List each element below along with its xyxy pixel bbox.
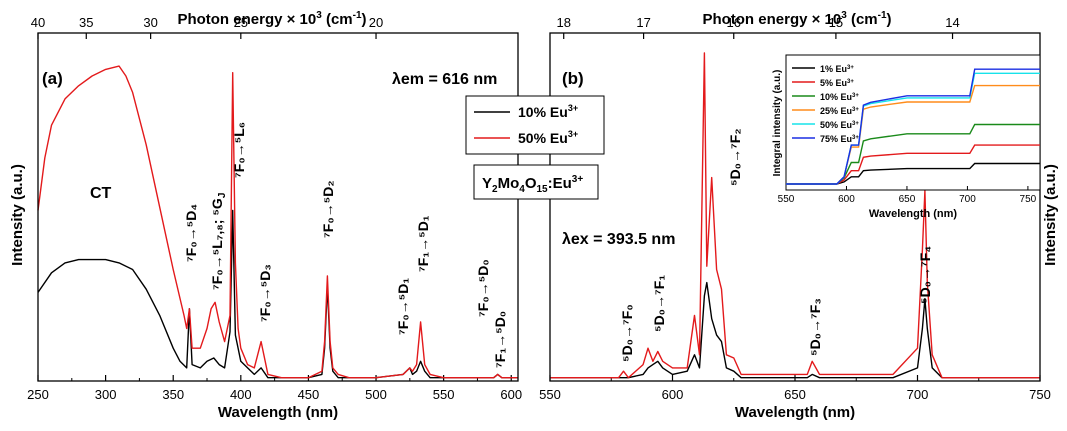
formula-text: Y2Mo4O15:Eu3+ — [482, 174, 583, 195]
top-tick-label: 16 — [727, 15, 741, 30]
top-tick-label: 25 — [234, 15, 248, 30]
x-tick-label: 650 — [784, 387, 806, 402]
x-tick-label: 600 — [500, 387, 522, 402]
inset-x-tick-label: 750 — [1020, 194, 1037, 205]
inset-series-0 — [786, 162, 1040, 185]
panel-a-lambda-em: λem = 616 nm — [392, 71, 497, 88]
inset-y-axis-label: Integral intensity (a.u.) — [772, 70, 783, 177]
inset-legend-label-1: 5% Eu3+ — [820, 78, 854, 88]
top-tick-label: 17 — [636, 15, 650, 30]
series-line-b-1 — [550, 52, 1040, 379]
label-5d0-7f1: ⁵D₀→⁷F₁ — [651, 275, 667, 332]
ct-label: CT — [90, 185, 112, 202]
x-tick-label: 550 — [539, 387, 561, 402]
legend-label-10: 10% Eu3+ — [518, 103, 578, 120]
x-tick-label: 450 — [298, 387, 320, 402]
inset-x-tick-label: 550 — [778, 194, 795, 205]
x-tick-label: 600 — [662, 387, 684, 402]
panel-b-lambda-ex: λex = 393.5 nm — [562, 231, 675, 248]
label-7f0-5l78: ⁷F₀→⁵L₇,₈; ⁵GJ — [209, 193, 228, 290]
legend: 10% Eu3+ 50% Eu3+ — [465, 95, 605, 155]
x-tick-label: 550 — [433, 387, 455, 402]
label-7f0-5d3: ⁷F₀→⁵D₃ — [257, 264, 273, 322]
top-tick-label: 30 — [143, 15, 157, 30]
inset-legend-label-2: 10% Eu3+ — [820, 92, 859, 102]
inset-legend-label-0: 1% Eu3+ — [820, 64, 854, 74]
x-tick-label: 250 — [27, 387, 49, 402]
top-axis-title-b: Photon energy × 103 (cm-1) — [702, 10, 891, 28]
label-7f1-5d0: ⁷F₁→⁵D₀ — [492, 311, 508, 368]
panel-a-annotations: (a) λem = 616 nm CT ⁷F₀→⁵D₄ ⁷F₀→⁵L₇,₈; ⁵… — [42, 69, 508, 368]
inset-frame — [785, 54, 1041, 191]
label-5d0-7f2: ⁵D₀→⁷F₂ — [727, 128, 743, 186]
top-tick-label: 40 — [31, 15, 45, 30]
inset-series-5 — [786, 68, 1040, 185]
y-axis-title-left: Intensity (a.u.) — [9, 164, 26, 266]
x-axis-label-a: Wavelength (nm) — [218, 404, 338, 421]
series-line-a-1 — [37, 65, 518, 379]
plot-frame-b — [549, 32, 1041, 382]
label-7f1-5d1: ⁷F₁→⁵D₁ — [415, 215, 431, 272]
panel-b-annotations: (b) λex = 393.5 nm ⁵D₀→⁷F₀ ⁵D₀→⁷F₁ ⁵D₀→⁷… — [562, 69, 933, 362]
plot-frame-a — [37, 32, 519, 382]
label-7f0-5d1: ⁷F₀→⁵D₁ — [395, 278, 411, 335]
inset-x-tick-label: 600 — [838, 194, 855, 205]
series-line-a-0 — [37, 209, 518, 379]
top-tick-label: 18 — [556, 15, 570, 30]
top-tick-label: 14 — [945, 15, 959, 30]
label-7f0-5d0: ⁷F₀→⁵D₀ — [475, 259, 491, 317]
x-tick-label: 350 — [162, 387, 184, 402]
panel-b: 550 600 650 700 750 18 17 16 15 14 Wavelength (nm) — [539, 15, 1051, 421]
label-7f0-5d2: ⁷F₀→⁵D₂ — [320, 180, 336, 238]
label-5d0-7f4: ⁵D₀→⁷F₄ — [917, 246, 933, 304]
panel-a-label: (a) — [42, 69, 63, 88]
x-tick-label: 400 — [230, 387, 252, 402]
x-axis-label-b: Wavelength (nm) — [735, 404, 855, 421]
top-tick-label: 35 — [79, 15, 93, 30]
label-5d0-7f3: ⁵D₀→⁷F₃ — [807, 298, 823, 356]
inset-legend-label-5: 75% Eu3+ — [820, 134, 859, 144]
inset-x-tick-label: 650 — [899, 194, 916, 205]
top-tick-label: 20 — [369, 15, 383, 30]
inset-x-tick-label: 700 — [959, 194, 976, 205]
top-axis-title-a: Photon energy × 103 (cm-1) — [177, 10, 366, 28]
formula-box: Y2Mo4O15:Eu3+ — [473, 164, 599, 200]
y-axis-title-right: Intensity (a.u.) — [1042, 164, 1059, 266]
x-tick-label: 500 — [365, 387, 387, 402]
label-7f0-5l6: ⁷F₀→⁵L₆ — [231, 122, 247, 178]
panel-b-label: (b) — [562, 69, 584, 88]
series-line-b-0 — [550, 281, 1040, 379]
legend-label-50: 50% Eu3+ — [518, 129, 578, 146]
x-tick-label: 750 — [1029, 387, 1051, 402]
panel-a: 250 300 350 400 450 500 550 600 40 35 30 25 20 Wavele… — [27, 15, 522, 421]
inset-x-axis-label: Wavelength (nm) — [869, 208, 958, 220]
inset-legend-label-3: 25% Eu3+ — [820, 106, 859, 116]
inset-legend-label-4: 50% Eu3+ — [820, 120, 859, 130]
top-tick-label: 15 — [829, 15, 843, 30]
inset-series-1 — [786, 144, 1040, 185]
x-tick-label: 300 — [95, 387, 117, 402]
inset-integral-intensity: 1% Eu3+ 5% Eu3+ 10% Eu3+ 25% Eu3+ 50% Eu3+ 75… — [772, 54, 1041, 220]
label-7f0-5d4: ⁷F₀→⁵D₄ — [183, 204, 199, 262]
label-5d0-7f0: ⁵D₀→⁷F₀ — [619, 304, 635, 362]
x-tick-label: 700 — [907, 387, 929, 402]
